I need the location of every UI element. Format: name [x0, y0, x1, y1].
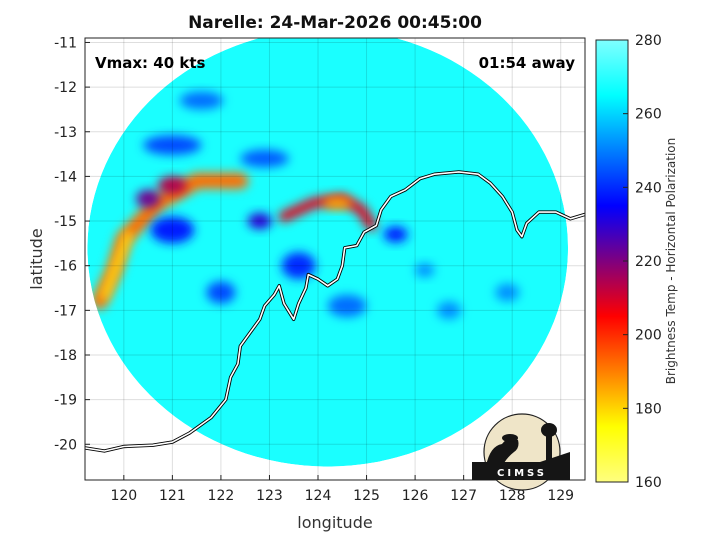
- feature-blob-17: [415, 263, 435, 278]
- x-tick-label: 127: [450, 488, 477, 504]
- x-tick-label: 120: [110, 488, 137, 504]
- x-axis-ticks: 120 121 122 123 124 125 126 127 128 129: [110, 475, 574, 504]
- y-tick-label: -18: [54, 348, 77, 364]
- colorbar-label: Brightness Temp - Horizontal Polarizatio…: [664, 138, 678, 385]
- feature-blob-8: [281, 252, 316, 280]
- y-tick-label: -11: [54, 35, 77, 51]
- feature-blob-14: [383, 226, 408, 243]
- colorbar-ticks: 160 180 200 220 240 260 280: [623, 33, 662, 491]
- brightness-temperature-swath: [87, 38, 569, 467]
- grid-lines: [85, 38, 585, 480]
- x-tick-label: 123: [256, 488, 283, 504]
- x-tick-label: 126: [402, 488, 429, 504]
- colorbar-tick-label: 280: [635, 33, 662, 49]
- y-tick-label: -14: [54, 169, 77, 185]
- y-tick-label: -15: [54, 214, 77, 230]
- y-tick-label: -12: [54, 80, 77, 96]
- cimss-logo: CIMSS: [472, 413, 570, 491]
- feature-band-1: [101, 231, 132, 301]
- swath-background: [87, 38, 569, 467]
- x-tick-label: 124: [305, 488, 332, 504]
- colorbar: 160 180 200 220 240 260 280 Brightness Temp - …: [595, 33, 678, 491]
- plot-frame: [84, 37, 586, 481]
- colorbar-tick-label: 220: [635, 254, 662, 270]
- feature-blob-9: [206, 281, 236, 304]
- vmax-annotation: Vmax: 40 kts: [95, 54, 205, 72]
- y-tick-label: -16: [54, 259, 77, 275]
- feature-blob-7: [247, 213, 272, 230]
- x-tick-label: 128: [499, 488, 526, 504]
- chart-title: Narelle: 24-Mar-2026 00:45:00: [188, 13, 482, 33]
- x-tick-label: 122: [208, 488, 235, 504]
- x-tick-label: 121: [159, 488, 186, 504]
- time-offset-annotation: 01:54 away: [479, 54, 576, 72]
- x-tick-label: 125: [353, 488, 380, 504]
- y-axis-label: latitude: [27, 228, 46, 289]
- y-axis-ticks: -11 -12 -13 -14 -15 -16 -17 -18 -19 -20: [54, 35, 90, 453]
- y-tick-label: -13: [54, 125, 77, 141]
- feature-blob-15: [436, 301, 462, 320]
- cimss-logo-text: CIMSS: [497, 468, 547, 479]
- feature-blob-11: [240, 149, 289, 168]
- feature-blob-5: [322, 196, 352, 210]
- colorbar-tick-label: 240: [635, 180, 662, 196]
- colorbar-tick-label: 260: [635, 107, 662, 123]
- feature-blob-10: [143, 135, 202, 155]
- plot-content: [85, 38, 585, 480]
- convective-features: [91, 91, 520, 320]
- y-tick-label: -19: [54, 393, 77, 409]
- feature-blob-6: [150, 216, 195, 244]
- x-tick-label: 129: [547, 488, 574, 504]
- feature-blob-13: [327, 294, 367, 318]
- coastline-line: [85, 171, 585, 452]
- y-tick-label: -20: [54, 437, 77, 453]
- feature-blob-16: [495, 283, 520, 302]
- colorbar-tick-label: 200: [635, 328, 662, 344]
- x-axis-label: longitude: [297, 513, 372, 532]
- feature-blob-12: [179, 91, 224, 110]
- y-tick-label: -17: [54, 303, 77, 319]
- coastline: [85, 170, 585, 453]
- colorbar-tick-label: 160: [635, 475, 662, 491]
- feature-blob-2: [135, 189, 161, 208]
- feature-blob-3: [157, 176, 187, 195]
- colorbar-bar: [595, 39, 629, 483]
- colorbar-tick-label: 180: [635, 401, 662, 417]
